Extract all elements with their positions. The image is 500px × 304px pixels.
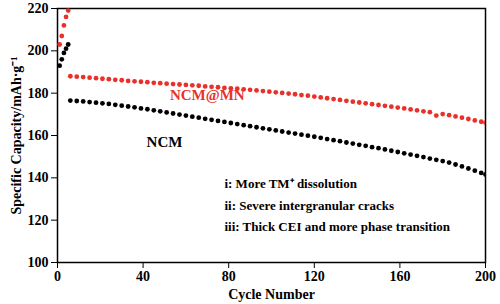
svg-text:120: 120 (304, 269, 325, 284)
svg-text:160: 160 (389, 269, 410, 284)
svg-text:180: 180 (28, 86, 49, 101)
svg-text:Cycle Number: Cycle Number (228, 287, 315, 302)
svg-text:NCM@MN: NCM@MN (170, 87, 245, 103)
svg-text:i: More TM⁺ dissolution: i: More TM⁺ dissolution (224, 176, 357, 191)
svg-text:NCM: NCM (147, 134, 183, 150)
svg-text:Specific Capacity/mAh·g⁻¹: Specific Capacity/mAh·g⁻¹ (9, 56, 24, 214)
svg-text:200: 200 (28, 43, 49, 58)
svg-text:100: 100 (28, 255, 49, 270)
svg-text:140: 140 (28, 170, 49, 185)
svg-text:160: 160 (28, 128, 49, 143)
svg-text:80: 80 (222, 269, 236, 284)
svg-text:200: 200 (475, 269, 496, 284)
svg-text:ii: Severe intergranular crack: ii: Severe intergranular cracks (224, 198, 394, 213)
svg-text:220: 220 (28, 1, 49, 16)
svg-text:120: 120 (28, 213, 49, 228)
svg-text:iii: Thick CEI and more phase: iii: Thick CEI and more phase transition (224, 219, 450, 234)
svg-text:40: 40 (136, 269, 150, 284)
svg-text:0: 0 (54, 269, 61, 284)
